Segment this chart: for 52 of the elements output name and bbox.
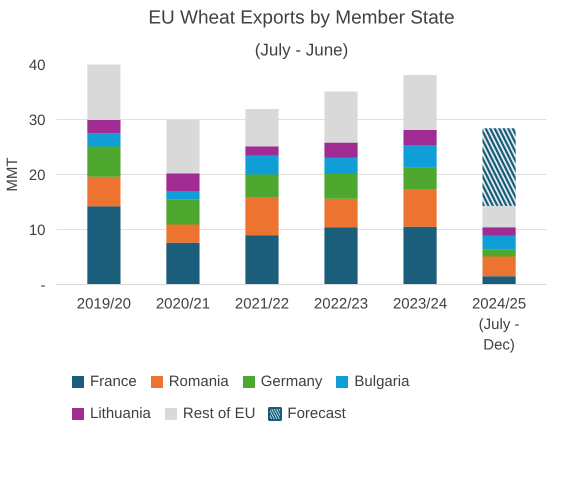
bar: [245, 198, 279, 236]
bar: [403, 145, 437, 168]
bar: [482, 227, 516, 236]
legend-label: Germany: [260, 373, 322, 390]
x-tick-label: 2024/25 (July - Dec): [472, 296, 526, 354]
bar: [87, 133, 121, 146]
legend-label: Bulgaria: [354, 373, 410, 390]
y-axis-title: MMT: [4, 157, 21, 192]
bar: [87, 206, 121, 284]
bar: [403, 168, 437, 190]
bar: [166, 242, 200, 284]
legend-label: Rest of EU: [182, 405, 256, 422]
bar: [482, 206, 516, 228]
y-tick-label: 30: [28, 112, 46, 129]
bar: [245, 236, 279, 284]
legend-label: Romania: [168, 373, 229, 390]
x-tick-label: 2019/20: [76, 296, 132, 312]
chart-subtitle: (July - June): [254, 40, 348, 60]
bar: [403, 130, 437, 146]
x-tick-label: 2021/22: [234, 296, 290, 312]
bar: [403, 189, 437, 227]
bar: [324, 142, 358, 158]
bar: [87, 176, 121, 206]
legend-label: Lithuania: [90, 405, 151, 422]
bar: [245, 174, 279, 198]
bar: [482, 276, 516, 284]
y-tick-label: 10: [28, 222, 46, 239]
bar: [87, 120, 121, 134]
bar: [324, 198, 358, 228]
x-tick-label: 2022/23: [314, 296, 368, 312]
bar: [166, 224, 200, 243]
legend-label: France: [90, 373, 137, 390]
y-tick-label: 40: [28, 57, 46, 74]
legend-label: Forecast: [287, 405, 346, 422]
bar: [166, 173, 200, 191]
x-tick-label: 2023/24: [392, 296, 448, 312]
bar: [482, 249, 516, 256]
bar: [166, 199, 200, 225]
bar: [482, 256, 516, 276]
bar: [324, 227, 358, 284]
bar: [166, 191, 200, 200]
bar: [482, 236, 516, 250]
y-tick-label: -: [40, 277, 46, 294]
bar: [324, 157, 358, 174]
bar: [324, 174, 358, 199]
x-tick-label: 2020/21: [156, 296, 210, 312]
bar: [245, 156, 279, 174]
bar: [403, 226, 437, 284]
chart-title: EU Wheat Exports by Member State: [148, 8, 455, 28]
y-tick-label: 20: [28, 167, 46, 184]
bar: [87, 146, 121, 177]
bar: [245, 146, 279, 156]
